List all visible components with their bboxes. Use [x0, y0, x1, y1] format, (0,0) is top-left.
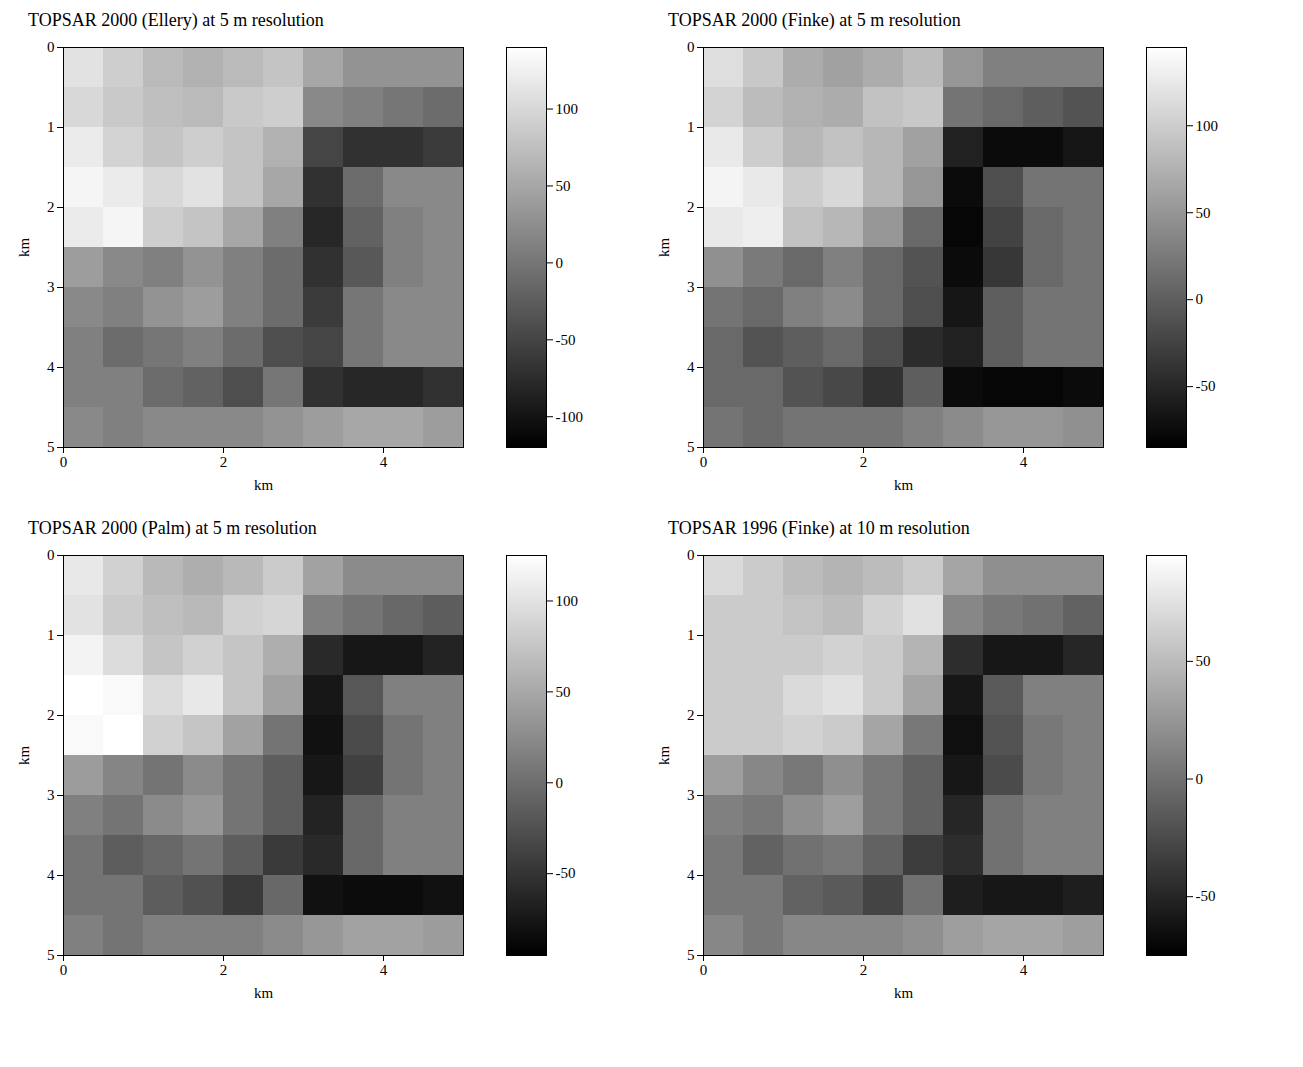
svg-text:3: 3	[687, 787, 695, 803]
svg-text:50: 50	[1196, 653, 1211, 669]
svg-text:4: 4	[687, 867, 695, 883]
svg-text:2: 2	[47, 707, 55, 723]
svg-text:0: 0	[47, 39, 55, 55]
svg-text:km: km	[656, 746, 672, 766]
svg-text:0: 0	[1196, 771, 1204, 787]
svg-text:2: 2	[220, 962, 228, 978]
svg-text:4: 4	[47, 867, 55, 883]
html-text:TOPSAR 2000 (Finke) at 5 m res: TOPSAR 2000 (Finke) at 5 m resolution	[668, 10, 961, 30]
svg-text:km: km	[894, 985, 914, 1001]
svg-text:100: 100	[556, 101, 579, 117]
svg-text:4: 4	[380, 962, 388, 978]
svg-text:-50: -50	[1196, 378, 1216, 394]
svg-text:0: 0	[60, 454, 68, 470]
svg-text:2: 2	[860, 962, 868, 978]
svg-text:3: 3	[47, 787, 55, 803]
svg-text:2: 2	[47, 199, 55, 215]
svg-text:1: 1	[687, 627, 695, 643]
svg-text:0: 0	[700, 454, 708, 470]
svg-text:0: 0	[556, 255, 564, 271]
svg-text:5: 5	[47, 947, 55, 963]
svg-text:0: 0	[47, 547, 55, 563]
svg-text:0: 0	[687, 547, 695, 563]
svg-text:4: 4	[1020, 454, 1028, 470]
svg-text:0: 0	[687, 39, 695, 55]
html-text:TOPSAR 2000 (Ellery) at 5 m re: TOPSAR 2000 (Ellery) at 5 m resolution	[28, 10, 324, 30]
svg-text:100: 100	[556, 593, 579, 609]
svg-text:2: 2	[220, 454, 228, 470]
svg-text:2: 2	[687, 707, 695, 723]
svg-text:4: 4	[1020, 962, 1028, 978]
html-text:TOPSAR 1996 (Finke) at 10 m re: TOPSAR 1996 (Finke) at 10 m resolution	[668, 518, 970, 538]
svg-text:3: 3	[47, 279, 55, 295]
svg-text:km: km	[254, 985, 274, 1001]
svg-text:0: 0	[60, 962, 68, 978]
svg-text:50: 50	[1196, 205, 1211, 221]
svg-text:4: 4	[47, 359, 55, 375]
svg-text:2: 2	[860, 454, 868, 470]
svg-text:5: 5	[47, 439, 55, 455]
svg-text:1: 1	[687, 119, 695, 135]
svg-text:1: 1	[47, 627, 55, 643]
svg-text:50: 50	[556, 684, 571, 700]
svg-text:2: 2	[687, 199, 695, 215]
svg-text:km: km	[16, 746, 32, 766]
svg-text:3: 3	[687, 279, 695, 295]
svg-text:4: 4	[380, 454, 388, 470]
svg-text:5: 5	[687, 439, 695, 455]
svg-text:-50: -50	[1196, 888, 1216, 904]
svg-text:km: km	[254, 477, 274, 493]
svg-text:100: 100	[1196, 118, 1219, 134]
svg-text:km: km	[16, 238, 32, 258]
svg-text:5: 5	[687, 947, 695, 963]
svg-text:-100: -100	[556, 409, 584, 425]
svg-text:50: 50	[556, 178, 571, 194]
svg-text:4: 4	[687, 359, 695, 375]
html-text:TOPSAR 2000 (Palm) at 5 m reso: TOPSAR 2000 (Palm) at 5 m resolution	[28, 518, 317, 538]
svg-text:km: km	[656, 238, 672, 258]
svg-text:km: km	[894, 477, 914, 493]
svg-text:1: 1	[47, 119, 55, 135]
svg-text:-50: -50	[556, 865, 576, 881]
svg-text:0: 0	[556, 775, 564, 791]
svg-text:-50: -50	[556, 332, 576, 348]
svg-text:0: 0	[700, 962, 708, 978]
svg-text:0: 0	[1196, 291, 1204, 307]
